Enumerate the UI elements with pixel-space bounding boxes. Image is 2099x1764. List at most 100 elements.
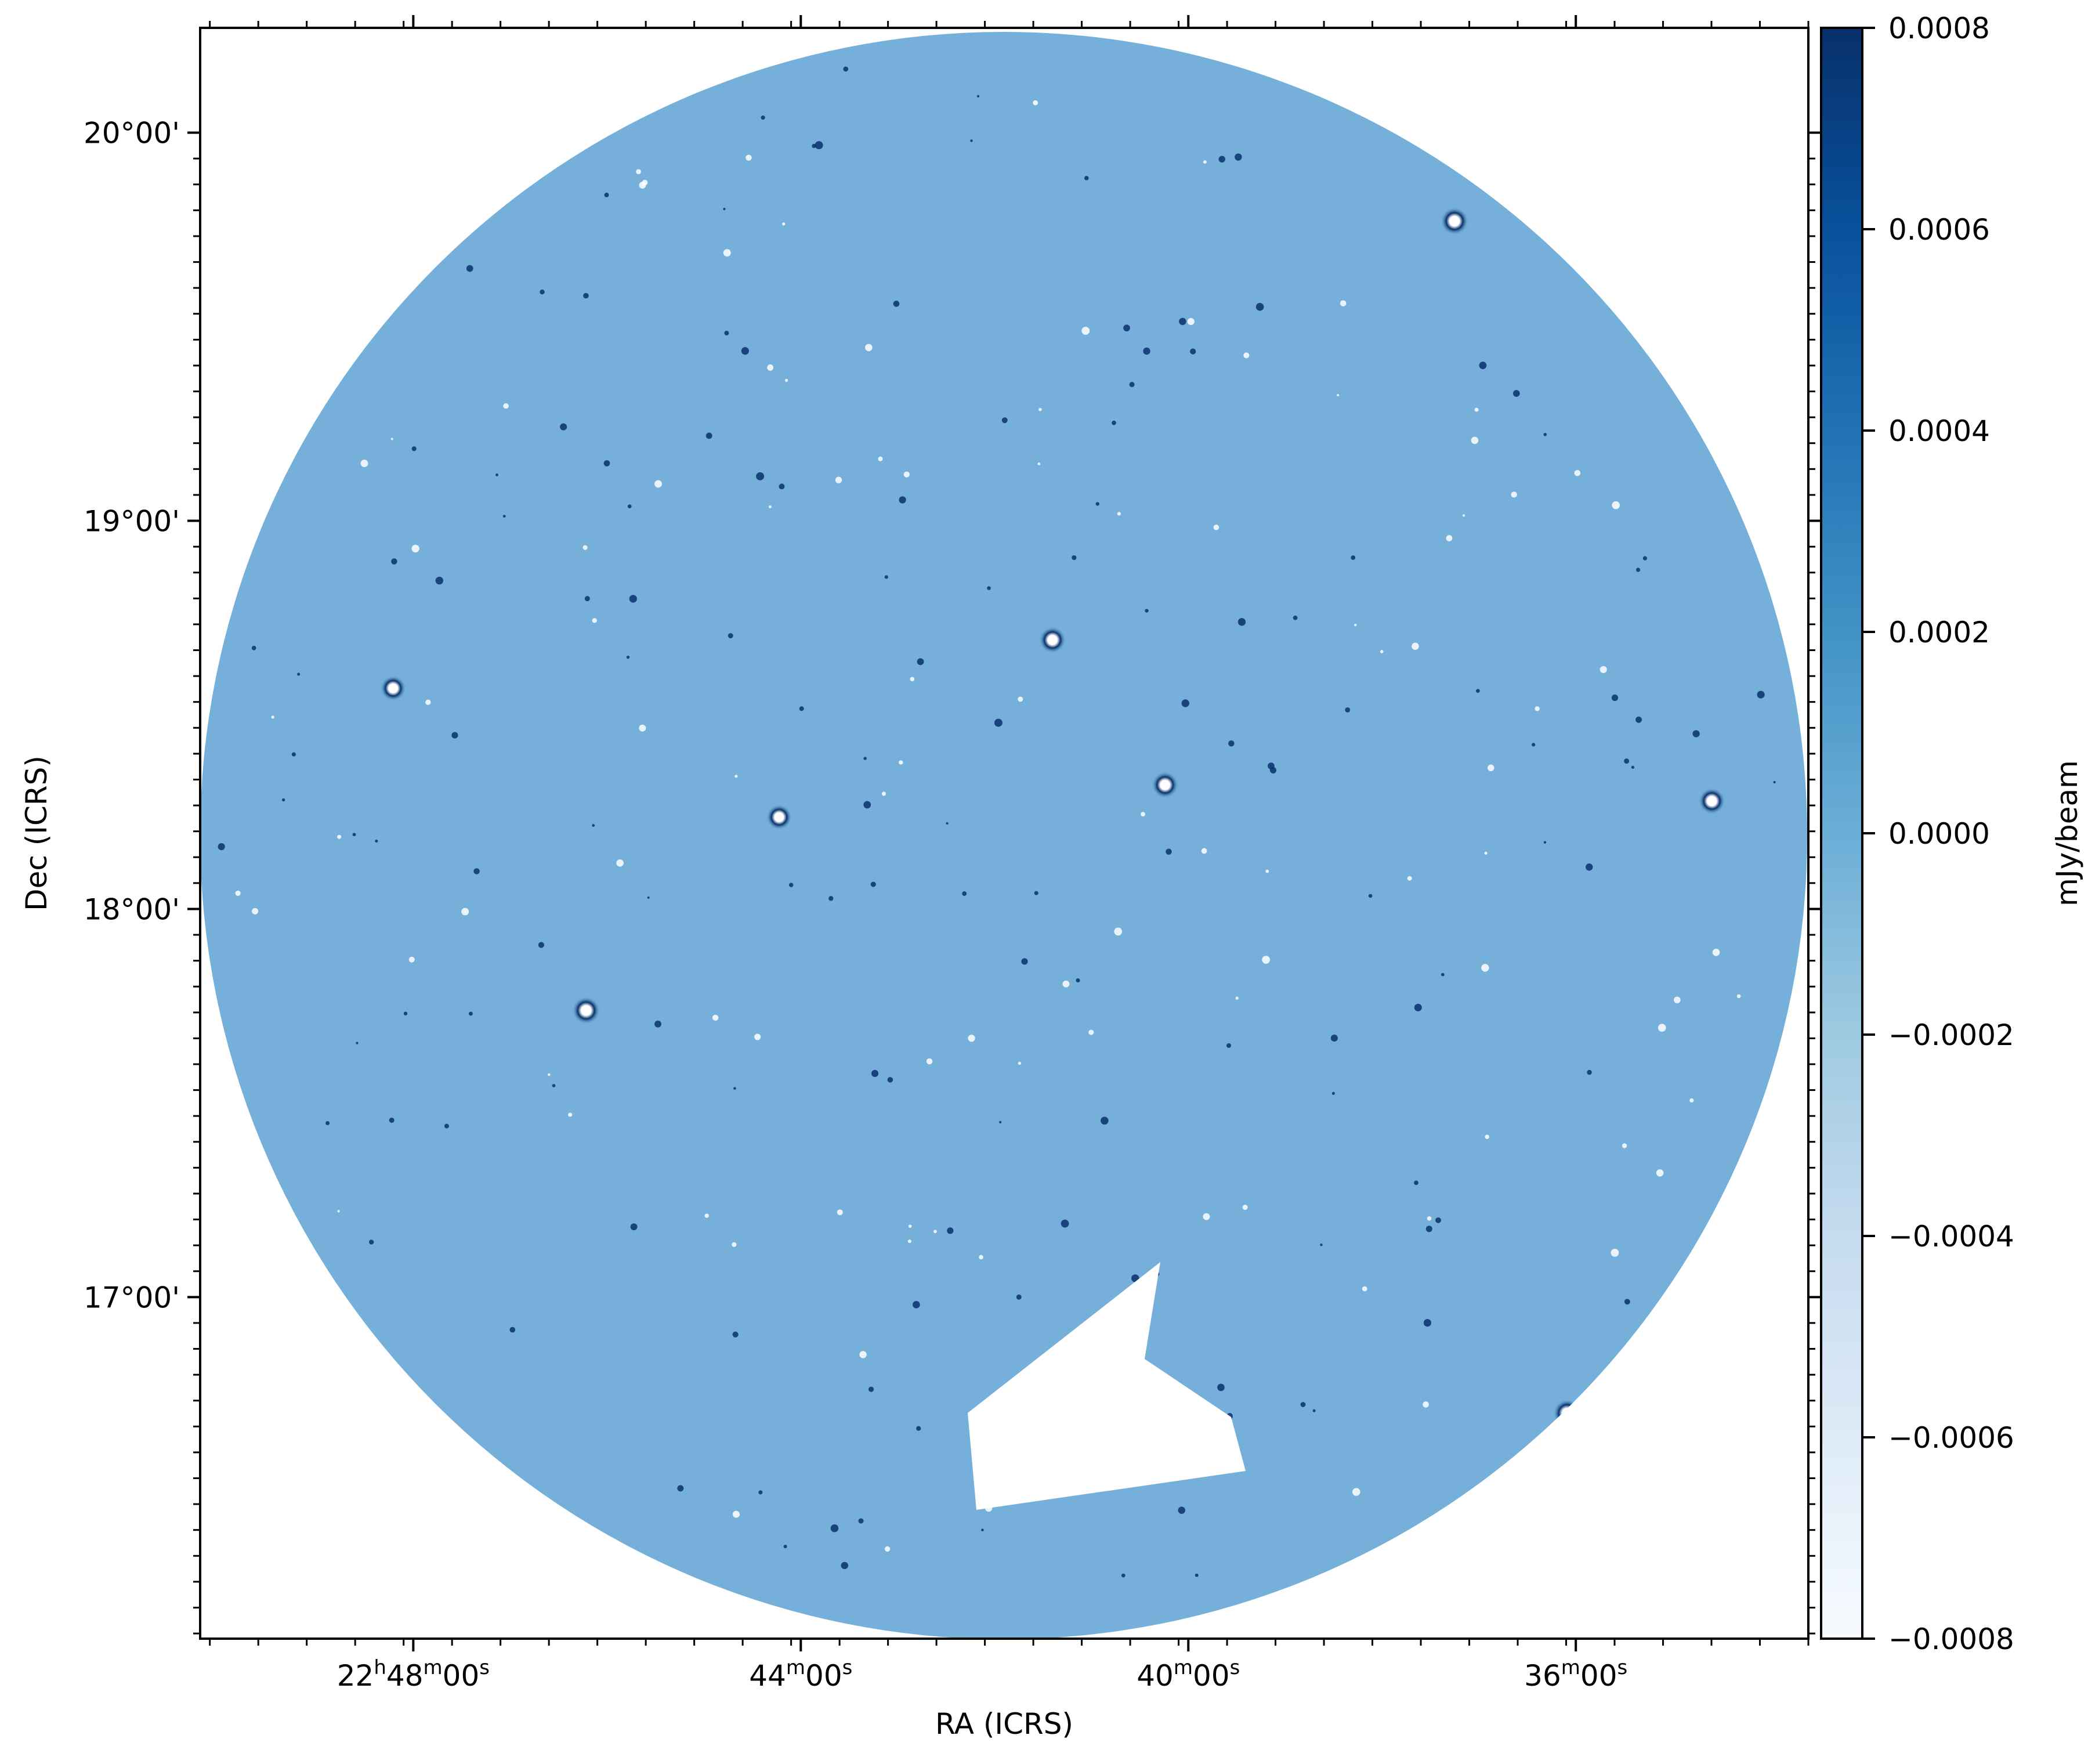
faint-source: [468, 1011, 473, 1016]
faint-source: [582, 545, 588, 550]
faint-source: [502, 515, 506, 518]
faint-source: [1407, 876, 1412, 881]
faint-source: [1612, 501, 1620, 509]
faint-source: [1642, 556, 1648, 561]
faint-source: [1255, 303, 1264, 311]
faint-source: [1016, 1294, 1022, 1300]
y-tick-label: 18°00': [84, 892, 180, 926]
point-source: [572, 996, 600, 1025]
faint-source: [830, 1524, 839, 1532]
faint-source: [1190, 348, 1196, 355]
faint-source: [835, 476, 842, 483]
faint-source: [1021, 958, 1028, 965]
faint-source: [604, 193, 609, 198]
faint-source: [947, 1227, 954, 1234]
faint-source: [1485, 1134, 1490, 1139]
faint-source: [1631, 765, 1635, 769]
faint-source: [1237, 618, 1246, 626]
faint-source: [584, 596, 590, 602]
faint-source: [466, 265, 473, 272]
faint-source: [1033, 100, 1038, 106]
faint-source: [592, 618, 597, 623]
faint-source: [636, 169, 641, 175]
faint-source: [1117, 512, 1121, 516]
faint-source: [560, 423, 567, 431]
faint-source: [1535, 706, 1540, 711]
faint-source: [1062, 980, 1070, 988]
faint-source: [858, 1518, 864, 1524]
faint-source: [1076, 978, 1080, 983]
faint-source: [1414, 1003, 1422, 1011]
faint-source: [1072, 555, 1077, 561]
faint-source: [865, 344, 873, 352]
y-axis-label: Dec (ICRS): [20, 756, 53, 911]
faint-source: [1001, 417, 1008, 424]
colorbar-gradient: [1820, 27, 1863, 1640]
faint-source: [538, 942, 545, 948]
faint-source: [903, 471, 910, 478]
faint-source: [768, 505, 772, 508]
faint-source: [1462, 514, 1465, 517]
x-tick-label: 44m00s: [749, 1656, 852, 1693]
faint-source: [884, 575, 888, 579]
faint-source: [767, 364, 774, 371]
faint-source: [425, 699, 431, 705]
faint-source: [1095, 502, 1099, 506]
faint-source: [784, 378, 788, 382]
faint-source: [899, 760, 903, 765]
faint-source: [987, 586, 991, 590]
faint-source: [910, 677, 915, 682]
faint-source: [677, 1485, 684, 1492]
faint-source: [1217, 1383, 1225, 1391]
faint-source: [1038, 407, 1042, 411]
faint-source: [788, 883, 794, 887]
faint-source: [1712, 948, 1720, 956]
faint-source: [1112, 420, 1116, 425]
faint-source: [281, 798, 285, 802]
colorbar-tick-label: 0.0000: [1888, 817, 1990, 851]
faint-source: [1362, 1286, 1367, 1292]
faint-source: [881, 791, 886, 796]
faint-source: [885, 1546, 891, 1552]
faint-source: [552, 1084, 556, 1087]
faint-source: [1658, 1024, 1666, 1032]
faint-source: [235, 890, 241, 896]
faint-source: [1689, 1098, 1694, 1102]
faint-source: [868, 1386, 874, 1392]
faint-source: [642, 179, 648, 186]
faint-source: [899, 496, 906, 504]
faint-source: [908, 1224, 912, 1228]
faint-source: [403, 1011, 408, 1015]
faint-source: [799, 706, 804, 711]
faint-source: [583, 292, 589, 299]
point-source: [1698, 787, 1725, 815]
faint-source: [1340, 300, 1347, 307]
faint-source: [815, 141, 823, 150]
faint-source: [1330, 1034, 1338, 1042]
faint-source: [723, 208, 726, 211]
faint-source: [1484, 851, 1488, 855]
point-source: [1039, 626, 1066, 653]
faint-source: [639, 724, 646, 732]
faint-source: [391, 558, 397, 565]
y-axis: 20°00' 19°00' 18°00' 17°00': [84, 117, 1821, 1635]
faint-source: [863, 801, 871, 809]
y-tick-label: 20°00': [84, 117, 180, 150]
faint-source: [843, 66, 849, 72]
faint-source: [1213, 525, 1219, 530]
faint-source: [758, 1490, 763, 1495]
faint-source: [907, 1239, 911, 1244]
faint-source: [1195, 1573, 1199, 1577]
faint-source: [870, 881, 876, 887]
faint-source: [495, 473, 498, 476]
x-axis-label: RA (ICRS): [935, 1707, 1073, 1741]
faint-source: [841, 1561, 849, 1570]
point-source: [380, 675, 406, 702]
faint-source: [548, 1073, 551, 1076]
faint-source: [970, 139, 973, 142]
faint-source: [1141, 812, 1145, 816]
faint-source: [1488, 764, 1494, 772]
faint-source: [1300, 1402, 1306, 1407]
faint-source: [352, 833, 356, 837]
